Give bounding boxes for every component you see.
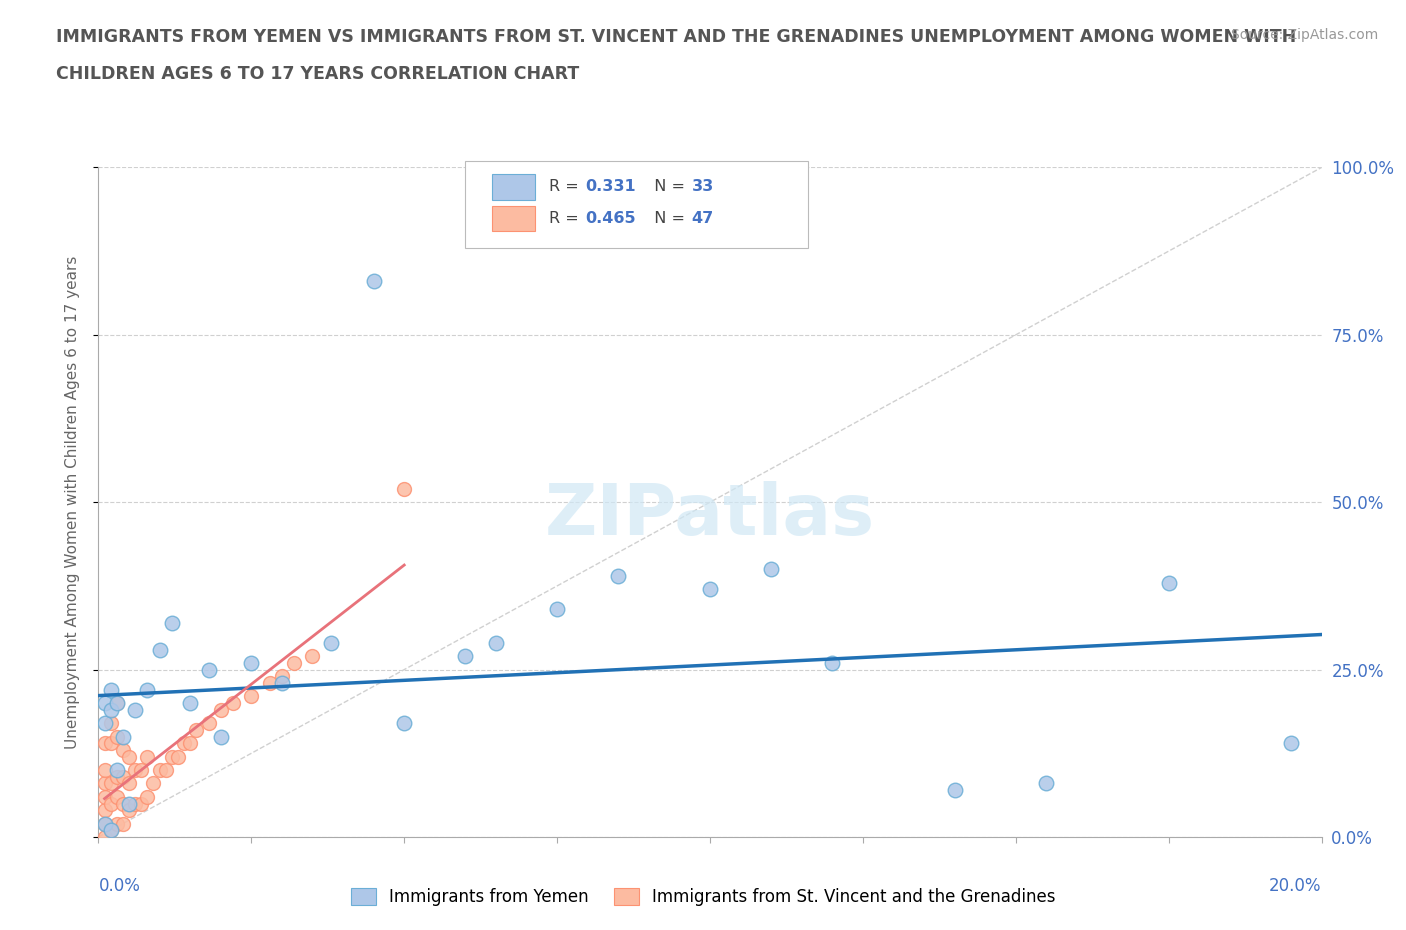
Point [124,702,146,717]
Point [93,817,115,831]
Point [209,729,232,744]
Text: R =: R = [548,211,583,226]
Point [179,736,201,751]
Point [283,656,305,671]
Point [186,723,208,737]
Point [821,656,844,671]
Point [136,683,159,698]
Bar [492,206,536,231]
Point [759,562,782,577]
Point [105,769,128,784]
Point [100,796,122,811]
Point [136,790,159,804]
Point [111,796,134,811]
Point [93,763,115,777]
Point [392,482,416,497]
Y-axis label: Unemployment Among Women with Children Ages 6 to 17 years: Unemployment Among Women with Children A… [65,256,80,749]
Point [319,635,342,650]
Point [93,776,115,790]
Point [454,649,477,664]
Point [392,716,416,731]
Point [197,662,219,677]
Text: 0.465: 0.465 [585,211,636,226]
Point [111,769,134,784]
Bar [492,174,536,200]
Point [93,830,115,844]
Text: 0.331: 0.331 [585,179,636,193]
Point [167,750,190,764]
Point [105,790,128,804]
Point [1035,776,1057,790]
Point [111,817,134,831]
Point [124,763,146,777]
Point [179,696,201,711]
Point [105,763,128,777]
Point [118,776,141,790]
Point [142,776,165,790]
Point [118,796,141,811]
Text: Source: ZipAtlas.com: Source: ZipAtlas.com [1230,28,1378,42]
Point [160,750,183,764]
Point [149,763,172,777]
Point [100,702,122,717]
Point [222,696,245,711]
Point [100,776,122,790]
Point [105,696,128,711]
Point [105,729,128,744]
Legend: Immigrants from Yemen, Immigrants from St. Vincent and the Grenadines: Immigrants from Yemen, Immigrants from S… [344,881,1062,912]
Text: 0.0%: 0.0% [98,877,141,896]
Point [111,742,134,757]
Point [93,803,115,817]
Point [699,582,721,597]
Text: R =: R = [548,179,583,193]
Point [105,817,128,831]
Point [1157,575,1180,590]
Text: N =: N = [644,179,690,193]
Text: ZIPatlas: ZIPatlas [546,481,875,550]
Point [100,683,122,698]
Point [259,675,281,690]
Point [93,736,115,751]
Point [485,635,508,650]
FancyBboxPatch shape [465,161,808,247]
Point [100,736,122,751]
Point [1279,736,1302,751]
Point [943,783,966,798]
Point [124,796,146,811]
Point [136,750,159,764]
Point [100,716,122,731]
Point [118,750,141,764]
Point [197,716,219,731]
Point [129,796,152,811]
Point [100,823,122,838]
Point [270,675,292,690]
Point [240,689,263,704]
Point [270,669,292,684]
Point [93,817,115,831]
Point [93,790,115,804]
Text: 33: 33 [692,179,714,193]
Text: N =: N = [644,211,690,226]
Point [129,763,152,777]
Point [93,696,115,711]
Point [209,702,232,717]
Text: 47: 47 [692,211,714,226]
Point [100,823,122,838]
Point [546,602,568,617]
Point [607,568,630,583]
Text: 20.0%: 20.0% [1270,877,1322,896]
Point [149,642,172,657]
Point [173,736,195,751]
Text: CHILDREN AGES 6 TO 17 YEARS CORRELATION CHART: CHILDREN AGES 6 TO 17 YEARS CORRELATION … [56,65,579,83]
Point [111,729,134,744]
Point [240,656,263,671]
Point [105,696,128,711]
Point [118,803,141,817]
Point [301,649,323,664]
Point [155,763,177,777]
Text: IMMIGRANTS FROM YEMEN VS IMMIGRANTS FROM ST. VINCENT AND THE GRENADINES UNEMPLOY: IMMIGRANTS FROM YEMEN VS IMMIGRANTS FROM… [56,28,1296,46]
Point [160,616,183,631]
Point [363,273,385,288]
Point [93,716,115,731]
